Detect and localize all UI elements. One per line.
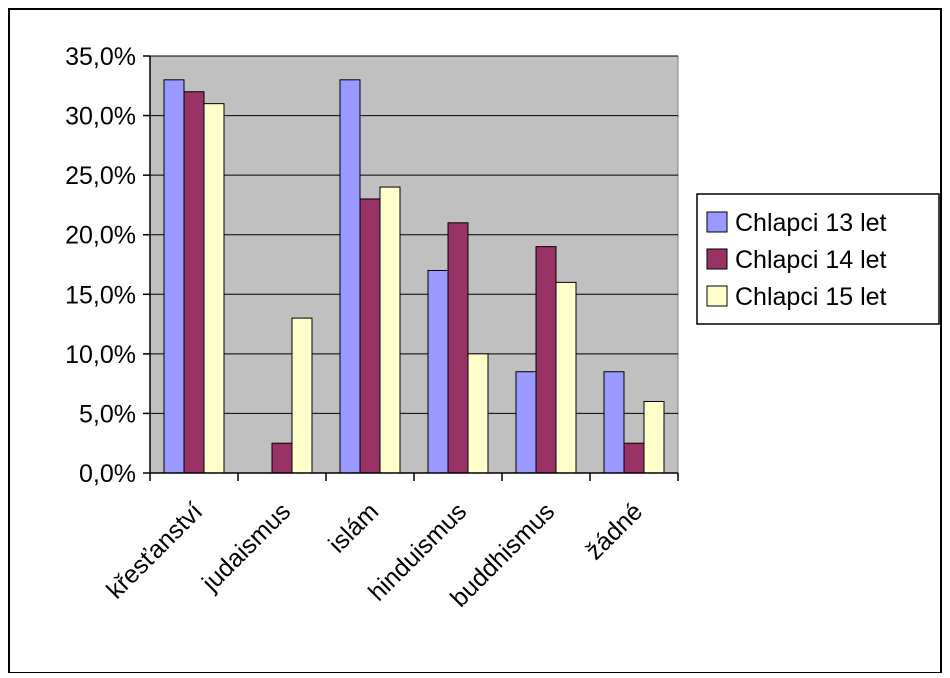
bar	[339, 79, 361, 474]
bar	[271, 442, 293, 474]
legend-box	[696, 193, 940, 325]
plot-area	[149, 55, 679, 474]
y-tick-label: 10,0%	[65, 341, 136, 369]
legend-swatch	[706, 285, 728, 307]
y-tick-label: 15,0%	[65, 281, 136, 309]
legend: Chlapci 13 let Chlapci 14 let Chlapci 15 l…	[696, 193, 940, 325]
bar	[291, 317, 313, 474]
bar	[535, 246, 557, 474]
bar	[203, 103, 225, 474]
gridlines	[150, 55, 678, 414]
y-tick-label: 0,0%	[79, 460, 136, 488]
bar	[515, 371, 537, 474]
bar	[555, 281, 577, 474]
bar	[427, 269, 449, 474]
bar	[623, 442, 645, 474]
bar	[603, 371, 625, 474]
bar	[359, 198, 381, 474]
bar	[643, 401, 665, 474]
bar	[467, 353, 489, 474]
legend-label: Chlapci 14 let	[735, 246, 887, 274]
y-tick-label: 20,0%	[65, 222, 136, 250]
bar	[379, 186, 401, 474]
legend-swatch	[706, 248, 728, 270]
bars	[163, 79, 665, 474]
legend-label: Chlapci 13 let	[735, 209, 887, 237]
y-tick-label: 35,0%	[65, 43, 136, 71]
bar	[183, 91, 205, 474]
y-tick-label: 5,0%	[79, 400, 136, 428]
legend-label: Chlapci 15 let	[735, 283, 887, 311]
bar	[447, 222, 469, 474]
bar	[163, 79, 185, 474]
y-tick-label: 25,0%	[65, 162, 136, 190]
legend-swatch	[706, 211, 728, 233]
y-tick-label: 30,0%	[65, 103, 136, 131]
